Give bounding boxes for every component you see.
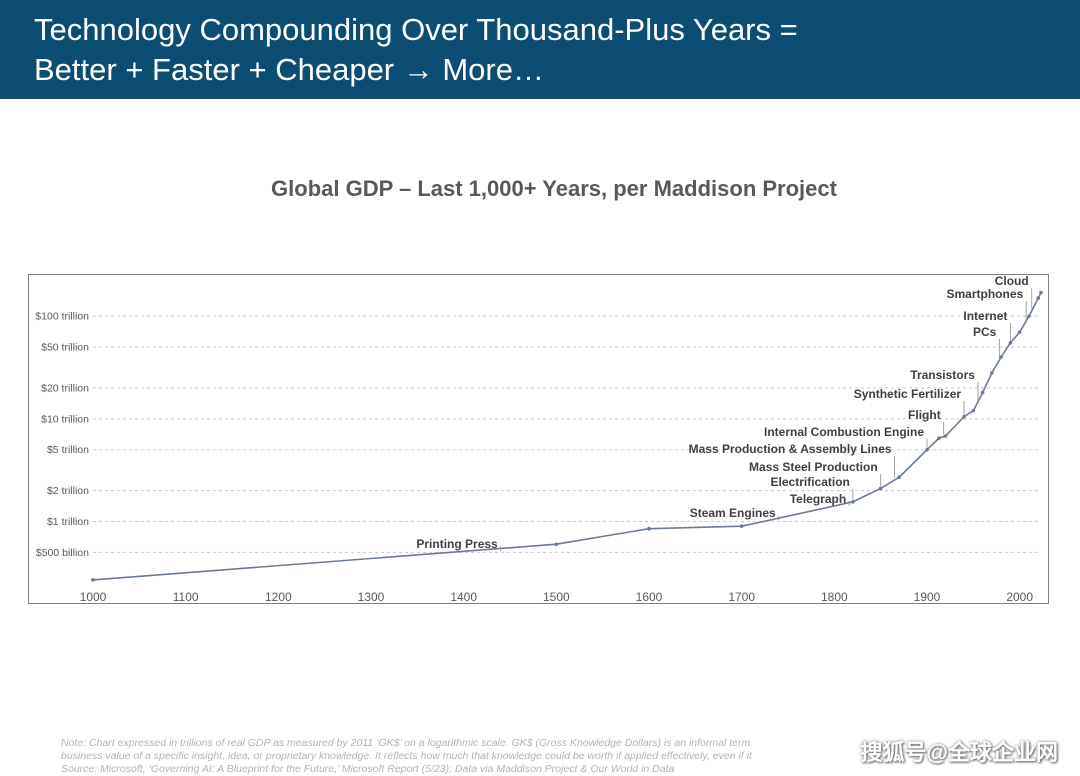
gdp-data-point	[990, 371, 994, 375]
title-bar: Technology Compounding Over Thousand-Plu…	[0, 0, 1080, 99]
annotation-label: PCs	[973, 325, 997, 339]
annotation-label: Telegraph	[790, 492, 846, 506]
footnote-line-1: Note: Chart expressed in trillions of re…	[61, 737, 751, 749]
gdp-data-point	[554, 542, 559, 547]
gdp-data-point	[739, 524, 744, 528]
gdp-data-point	[91, 578, 95, 582]
gdp-data-point	[1036, 296, 1041, 300]
watermark: 搜狐号@全球企业网	[860, 740, 1058, 765]
x-tick-label: 1900	[914, 590, 941, 603]
footnote-line-3: Source: Microsoft, ‘Governing AI: A Blue…	[61, 763, 675, 775]
y-tick-label: $5 trillion	[47, 444, 89, 456]
annotation-label: Mass Steel Production	[749, 460, 878, 474]
annotation-label: Synthetic Fertilizer	[854, 387, 962, 401]
x-tick-label: 1100	[173, 590, 199, 603]
x-tick-label: 1600	[636, 590, 663, 603]
footnote-line-2: business value of a specific insight, id…	[61, 750, 752, 762]
chart-title: Global GDP – Last 1,000+ Years, per Madd…	[271, 176, 837, 201]
gdp-data-point	[647, 526, 651, 531]
gdp-data-point	[878, 486, 883, 491]
slide-title-line-2: Better + Faster + Cheaper → More…	[34, 52, 544, 87]
gdp-data-point	[897, 475, 902, 479]
y-tick-label: $500 billion	[36, 547, 89, 559]
annotation-label: Electrification	[771, 475, 850, 489]
x-tick-label: 1200	[265, 590, 292, 603]
annotation-label: Internal Combustion Engine	[764, 425, 924, 439]
x-tick-label: 1700	[728, 590, 755, 603]
gdp-data-point	[980, 390, 985, 395]
chart-frame: $500 billion $1 trillion $2 trillion $5 tri…	[28, 274, 1049, 604]
y-tick-label: $20 trillion	[41, 382, 89, 394]
annotation-label: Printing Press	[416, 537, 498, 551]
x-tick-label: 1500	[543, 590, 570, 603]
footnote: Note: Chart expressed in trillions of re…	[61, 737, 1061, 776]
gdp-data-point	[999, 355, 1003, 359]
gdp-data-point	[962, 414, 966, 419]
annotation-label: Smartphones	[946, 287, 1023, 301]
annotation-label: Cloud	[995, 275, 1029, 288]
gdp-data-point	[925, 447, 929, 452]
gdp-data-point	[943, 434, 948, 438]
y-tick-label: $100 trillion	[35, 311, 89, 323]
y-tick-label: $50 trillion	[41, 342, 89, 354]
y-tick-label: $1 trillion	[47, 516, 89, 528]
x-tick-label: 2000	[1006, 590, 1033, 603]
annotation-label: Mass Production & Assembly Lines	[689, 442, 892, 456]
gdp-data-point	[1017, 330, 1022, 334]
slide-title-line-1: Technology Compounding Over Thousand-Plu…	[34, 12, 798, 47]
y-tick-label: $2 trillion	[47, 485, 89, 497]
annotation-label: Steam Engines	[690, 506, 776, 520]
gdp-data-point	[1008, 341, 1013, 345]
gdp-chart: $500 billion $1 trillion $2 trillion $5 tri…	[35, 275, 1043, 603]
annotation-label: Flight	[908, 408, 941, 422]
gdp-data-point	[1027, 314, 1031, 318]
annotation-label: Internet	[963, 309, 1007, 323]
gdp-data-point	[1039, 290, 1043, 295]
gdp-series-line	[92, 292, 1042, 581]
x-tick-label: 1300	[358, 590, 385, 603]
annotation-label: Transistors	[910, 368, 975, 382]
gdp-data-point	[971, 408, 976, 413]
x-tick-label: 1800	[821, 590, 848, 603]
x-tick-label: 1400	[450, 590, 477, 603]
gdp-data-point	[937, 436, 941, 440]
y-tick-label: $10 trillion	[41, 413, 89, 425]
x-tick-label: 1000	[80, 590, 107, 603]
gdp-data-point	[851, 500, 855, 504]
